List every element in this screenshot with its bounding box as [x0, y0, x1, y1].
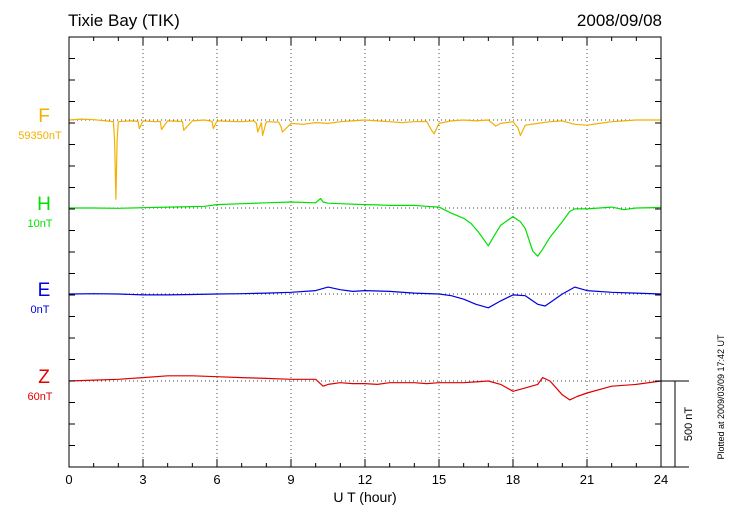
grid	[69, 37, 661, 467]
series-traces	[68, 118, 662, 401]
series-name-h: H	[37, 194, 51, 215]
series-baseline-e: 0nT	[31, 304, 50, 316]
series-baseline-f: 59350nT	[18, 130, 62, 142]
scale-bar: 500 nT	[661, 380, 695, 468]
axis-ticks	[68, 37, 662, 467]
x-axis-label: U T (hour)	[333, 489, 396, 505]
series-name-z: Z	[38, 367, 50, 388]
scale-bar-label: 500 nT	[683, 407, 695, 442]
x-tick-label: 18	[506, 472, 520, 487]
x-tick-label: 3	[139, 472, 146, 487]
x-tick-labels: 0 3 6 9 12 15 18 21 24	[65, 472, 668, 487]
series-baseline-z: 60nT	[27, 391, 52, 403]
series-line-e	[68, 286, 662, 309]
station-title: Tixie Bay (TIK)	[68, 11, 180, 30]
series-name-f: F	[38, 106, 50, 127]
x-tick-label: 12	[358, 472, 372, 487]
series-line-z	[68, 375, 662, 401]
series-baseline-h: 10nT	[27, 218, 52, 230]
date-label: 2008/09/08	[577, 11, 662, 30]
x-tick-label: 21	[580, 472, 594, 487]
x-tick-label: 24	[654, 472, 668, 487]
x-tick-label: 9	[287, 472, 294, 487]
series-name-e: E	[38, 280, 51, 301]
plotted-at-note: Plotted at 2009/03/09 17:42 UT	[716, 334, 726, 460]
x-tick-label: 6	[213, 472, 220, 487]
x-tick-label: 15	[432, 472, 446, 487]
series-labels: F 59350nT H 10nT E 0nT Z 60nT	[18, 106, 62, 403]
series-line-h	[69, 197, 662, 257]
series-line-f	[68, 118, 661, 200]
x-tick-label: 0	[65, 472, 72, 487]
